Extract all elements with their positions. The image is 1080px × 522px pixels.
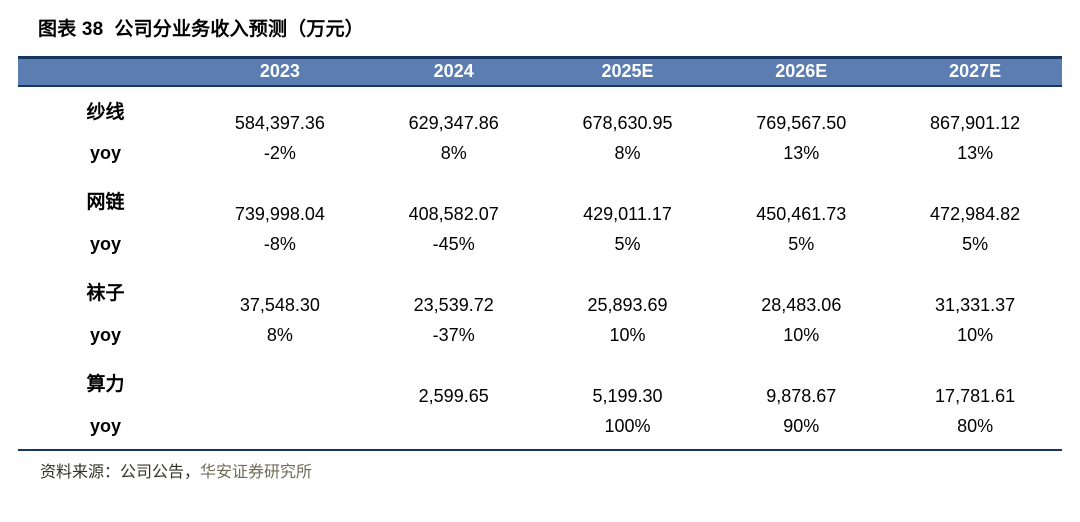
- source-prefix: 资料来源：公司公告，: [40, 463, 201, 481]
- segment-value: 31,331.37: [935, 294, 1016, 315]
- table-header: 2023 2024 2025E 2026E 2027E: [18, 57, 1062, 86]
- year-column-header: 2025E: [601, 61, 654, 82]
- yoy-value: 8%: [614, 142, 641, 163]
- yoy-value: 10%: [783, 324, 820, 345]
- segment-value: [193, 359, 367, 412]
- yoy-label: yoy: [89, 142, 122, 163]
- yoy-value: 8%: [440, 142, 467, 163]
- segment-value: 9,878.67: [766, 385, 837, 406]
- segment-label: 袜子: [86, 282, 125, 304]
- segment-value: 678,630.95: [582, 112, 673, 133]
- segment-value: 408,582.07: [408, 203, 499, 224]
- segment-value: 867,901.12: [930, 112, 1021, 133]
- segment-row: 袜子 37,548.30 23,539.72 25,893.69 28,483.06 31…: [18, 268, 1062, 321]
- segment-value: 2,599.65: [418, 385, 489, 406]
- year-column-header: 2023: [259, 61, 300, 82]
- yoy-row: yoy 8% -37% 10% 10% 10%: [18, 321, 1062, 359]
- segment-label: 算力: [86, 373, 125, 395]
- segment-value: 28,483.06: [761, 294, 842, 315]
- yoy-value: [193, 412, 367, 450]
- segment-row: 算力 2,599.65 5,199.30 9,878.67 17,781.61: [18, 359, 1062, 412]
- exhibit-title: 图表 38 公司分业务收入预测（万元）: [38, 19, 364, 40]
- yoy-row: yoy -2% 8% 8% 13% 13%: [18, 139, 1062, 177]
- yoy-value: -37%: [432, 324, 475, 345]
- segment-value: 769,567.50: [756, 112, 847, 133]
- segment-value: 629,347.86: [408, 112, 499, 133]
- segment-row: 纱线 584,397.36 629,347.86 678,630.95 769,567.…: [18, 86, 1062, 139]
- yoy-value: -8%: [263, 233, 296, 254]
- yoy-row: yoy -8% -45% 5% 5% 5%: [18, 230, 1062, 268]
- segment-value: 584,397.36: [234, 112, 325, 133]
- segment-value: 472,984.82: [930, 203, 1021, 224]
- yoy-value: 5%: [962, 233, 989, 254]
- header-row: 2023 2024 2025E 2026E 2027E: [18, 57, 1062, 86]
- segment-value: 37,548.30: [239, 294, 320, 315]
- segment-value: 23,539.72: [413, 294, 494, 315]
- yoy-value: -45%: [432, 233, 475, 254]
- segment-value: 429,011.17: [583, 203, 672, 224]
- source-org: 华安证券研究所: [200, 463, 313, 481]
- year-column-header: 2024: [433, 61, 474, 82]
- yoy-value: -2%: [263, 142, 296, 163]
- year-column-header: 2026E: [775, 61, 828, 82]
- yoy-value: 100%: [604, 415, 651, 436]
- segment-row: 网链 739,998.04 408,582.07 429,011.17 450,461.…: [18, 177, 1062, 230]
- segment-label: 网链: [86, 191, 125, 213]
- yoy-value: 90%: [783, 415, 820, 436]
- segment-value: 5,199.30: [592, 385, 663, 406]
- yoy-value: [367, 412, 541, 450]
- yoy-value: 10%: [609, 324, 646, 345]
- yoy-value: 5%: [788, 233, 815, 254]
- corner-cell: [18, 58, 193, 86]
- yoy-value: 8%: [266, 324, 293, 345]
- yoy-label: yoy: [89, 415, 122, 436]
- yoy-value: 10%: [957, 324, 994, 345]
- source-note: 资料来源：公司公告，华安证券研究所: [40, 458, 1062, 482]
- segment-value: 17,781.61: [935, 385, 1016, 406]
- yoy-value: 13%: [957, 142, 994, 163]
- segment-value: 450,461.73: [756, 203, 847, 224]
- segment-value: 25,893.69: [587, 294, 668, 315]
- segment-label: 纱线: [86, 101, 125, 123]
- year-column-header: 2027E: [949, 61, 1002, 82]
- yoy-value: 13%: [783, 142, 820, 163]
- forecast-table: 2023 2024 2025E 2026E 2027E 纱线 584,397.36 629,…: [18, 56, 1062, 451]
- segment-value: 739,998.04: [234, 203, 325, 224]
- yoy-label: yoy: [89, 233, 122, 254]
- yoy-value: 5%: [614, 233, 641, 254]
- yoy-row: yoy 100% 90% 80%: [18, 412, 1062, 450]
- yoy-label: yoy: [89, 324, 122, 345]
- yoy-value: 80%: [957, 415, 994, 436]
- table-body: 纱线 584,397.36 629,347.86 678,630.95 769,567.…: [18, 86, 1062, 450]
